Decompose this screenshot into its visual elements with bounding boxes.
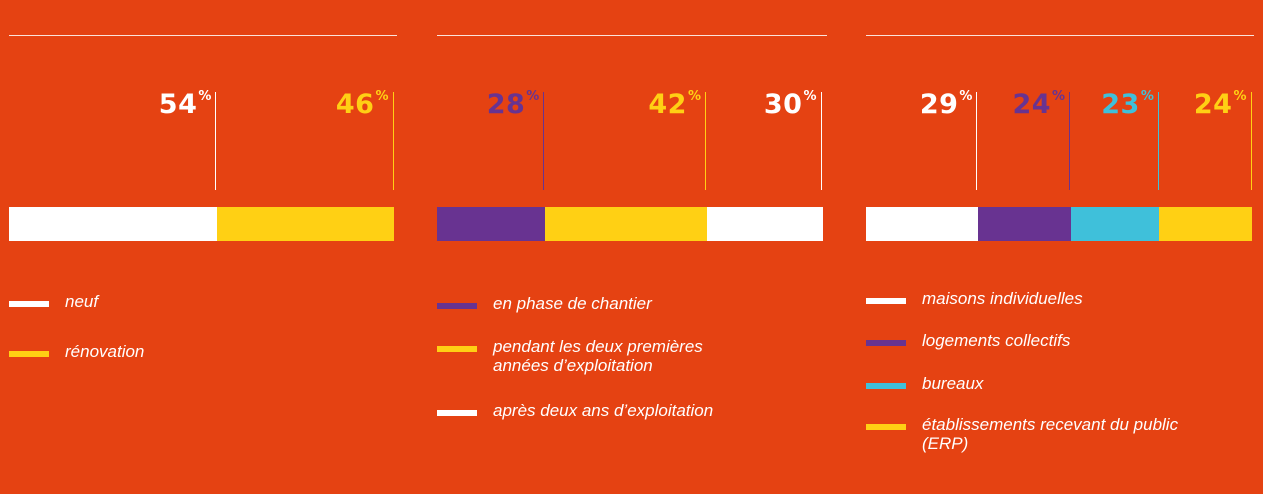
legend-swatch [437,346,477,352]
legend-label-line: rénovation [65,342,145,361]
legend-label: après deux ans d’exploitation [493,401,713,420]
percent-label: 46% [335,89,389,120]
bar-segment [706,207,823,241]
percent-sign: % [198,89,212,104]
percent-sign: % [375,89,389,104]
legend-label-line: bureaux [922,374,984,393]
value-tick [820,92,822,190]
legend-label-line: établissements recevant du public [922,415,1179,434]
value-tick [543,92,545,190]
percent-label: 24% [1193,89,1247,120]
legend-label: établissements recevant du public (ERP) [922,415,1178,453]
value-tick [976,92,978,190]
divider-line [9,35,397,36]
percent-value: 54 [158,89,198,120]
percent-value: 24 [1012,89,1052,120]
legend-swatch [9,351,49,357]
legend-label-line: pendant les deux premières [493,337,703,356]
chart-panel-3: 29% 24% 23% 24% maisons individuelles logemen… [866,0,1254,494]
legend-label: neuf [65,292,98,311]
bar-segment [437,207,546,241]
percent-sign: % [959,89,973,104]
percent-sign: % [803,89,817,104]
bar-segment [866,207,979,241]
bar-segment [544,207,707,241]
legend-label: rénovation [65,342,144,361]
percent-label: 30% [763,89,817,120]
bar-segment [977,207,1072,241]
legend-swatch [9,301,49,307]
legend-swatch [437,303,477,309]
legend-label-line: années d’exploitation [493,356,653,375]
percent-sign: % [687,89,702,104]
legend-swatch [866,340,906,346]
percent-value: 46 [335,89,375,120]
percent-value: 30 [763,89,803,120]
legend-label-line: en phase de chantier [493,294,652,313]
bar-segment [9,207,218,241]
value-tick [1250,92,1252,190]
percent-label: 23% [1101,89,1155,120]
percent-label: 24% [1012,89,1066,120]
legend-label: maisons individuelles [922,289,1083,308]
legend-label: pendant les deux premières années d’explo… [493,337,703,375]
bar-segment [216,207,395,241]
percent-value: 24 [1193,89,1233,120]
percent-value: 28 [486,89,526,120]
value-tick [1157,92,1159,190]
percent-value: 42 [648,89,687,120]
legend-swatch [866,298,906,304]
percent-label: 29% [919,89,973,120]
value-tick [1069,92,1071,190]
chart-panel-1: 54% 46% neuf rénovation [9,0,397,494]
legend-label-line: maisons individuelles [922,289,1083,308]
divider-line [437,35,827,36]
percent-value: 29 [919,89,959,120]
legend-label: bureaux [922,374,983,393]
percent-value: 23 [1101,89,1140,120]
legend-label: en phase de chantier [493,294,652,313]
percent-label: 42% [648,89,702,120]
percent-sign: % [1140,89,1155,104]
legend-swatch [866,424,906,430]
legend-label-line: neuf [65,292,99,311]
bar-segment [1159,207,1253,241]
legend-swatch [437,410,477,416]
divider-line [866,35,1254,36]
percent-sign: % [526,89,540,104]
legend-label-line: après deux ans d’exploitation [493,401,714,420]
legend-label-line: (ERP) [922,434,969,453]
value-tick [215,92,217,190]
percent-sign: % [1233,89,1247,104]
value-tick [392,92,394,190]
chart-panel-2: 28% 42% 30% en phase de chantier pendant les… [437,0,827,494]
legend-label-line: logements collectifs [922,331,1071,350]
percent-sign: % [1052,89,1066,104]
bar-segment [1070,207,1160,241]
percent-label: 28% [486,89,540,120]
legend-swatch [866,383,906,389]
legend-label: logements collectifs [922,331,1070,350]
percent-label: 54% [158,89,212,120]
value-tick [705,92,706,190]
